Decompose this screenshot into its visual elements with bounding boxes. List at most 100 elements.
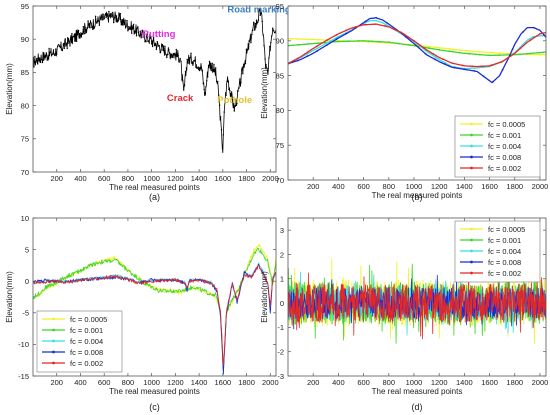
series-point [99,17,102,20]
series-point [453,66,456,69]
series-point [375,16,378,19]
y-tick-label: 0 [25,277,29,286]
legend-marker [52,328,55,332]
axes-frame [32,5,277,173]
series-point [234,105,236,107]
series-point [266,67,268,70]
series-point [244,62,247,65]
series-point [222,134,224,136]
x-tick-label: 600 [357,182,370,191]
series-point [187,62,189,64]
series-point [159,52,161,54]
legend-marker [470,260,473,264]
series-point [174,54,177,56]
series-point [468,52,471,55]
series-point [220,129,223,131]
series-point [115,15,118,17]
series-line-4 [33,264,276,366]
series-point [347,40,350,43]
series-point [428,45,430,48]
legend-label: fc = 0.0005 [488,120,525,129]
series-point [307,43,310,45]
series-point [151,43,153,45]
series-point [169,52,171,54]
series-point [307,38,310,41]
series-point [256,21,259,23]
series-point [268,57,270,59]
x-tick-label: 1200 [167,378,184,387]
series-point [242,73,244,75]
series-layer [288,258,546,344]
series-point [200,67,203,69]
series-point [100,14,103,16]
y-tick-label: 95 [276,2,284,11]
series-point [398,42,400,45]
series-point [240,82,242,84]
series-point [93,28,95,30]
series-point [393,28,396,31]
y-tick-label: 90 [276,37,284,46]
series-point [68,40,70,42]
series-point [145,40,147,43]
series-point [214,68,216,71]
legend-marker [470,133,473,137]
series-point [364,20,367,23]
series-point [53,53,55,55]
series-point [41,61,44,64]
series-point [178,61,180,63]
series-point [428,47,430,50]
series-point [67,42,69,44]
y-tick-label: -3 [277,372,284,381]
series-point [124,19,126,21]
series-point [166,56,168,59]
legend-marker [470,249,473,253]
series-point [79,34,82,36]
series-point [69,45,71,47]
series-point [248,40,250,42]
series-point [122,24,124,26]
series-point [77,29,80,32]
x-tick-label: 2000 [532,182,549,191]
y-tick-label: -5 [22,309,29,318]
legend-label: fc = 0.002 [70,359,103,368]
y-tick-label: 95 [21,2,29,11]
series-point [498,54,501,56]
x-tick-label: 400 [332,182,345,191]
series-point [85,28,87,31]
series-point [224,101,226,103]
series-point [162,49,164,51]
series-point [109,14,111,16]
legend-label: fc = 0.0005 [488,225,525,234]
series-point [63,47,65,50]
x-tick-label: 1000 [143,174,160,183]
series-layer [33,7,276,154]
series-point [140,37,142,39]
series-point [126,19,128,22]
x-tick-label: 1000 [406,378,423,387]
x-tick-label: 200 [307,182,320,191]
y-tick-label: 75 [276,141,284,150]
series-point [112,11,114,14]
y-tick-label: 85 [276,71,284,80]
series-point [184,70,187,73]
series-point [64,38,67,40]
series-point [501,68,504,71]
series-point [54,54,56,57]
series-point [354,26,357,28]
series-line-4 [288,267,546,340]
legend-marker [470,155,473,159]
x-tick-label: 1800 [238,174,255,183]
series-point [245,48,248,50]
legend-marker [470,227,473,231]
x-tick-label: 1000 [143,378,160,387]
panel-label: (d) [412,402,423,412]
series-point [257,19,260,21]
legend-label: fc = 0.008 [70,348,103,357]
series-point [221,147,224,149]
x-tick-label: 1600 [215,378,232,387]
y-tick-label: 0 [280,299,284,308]
series-point [35,61,37,63]
series-point [210,69,212,72]
series-point [297,43,299,46]
series-point [264,58,266,60]
